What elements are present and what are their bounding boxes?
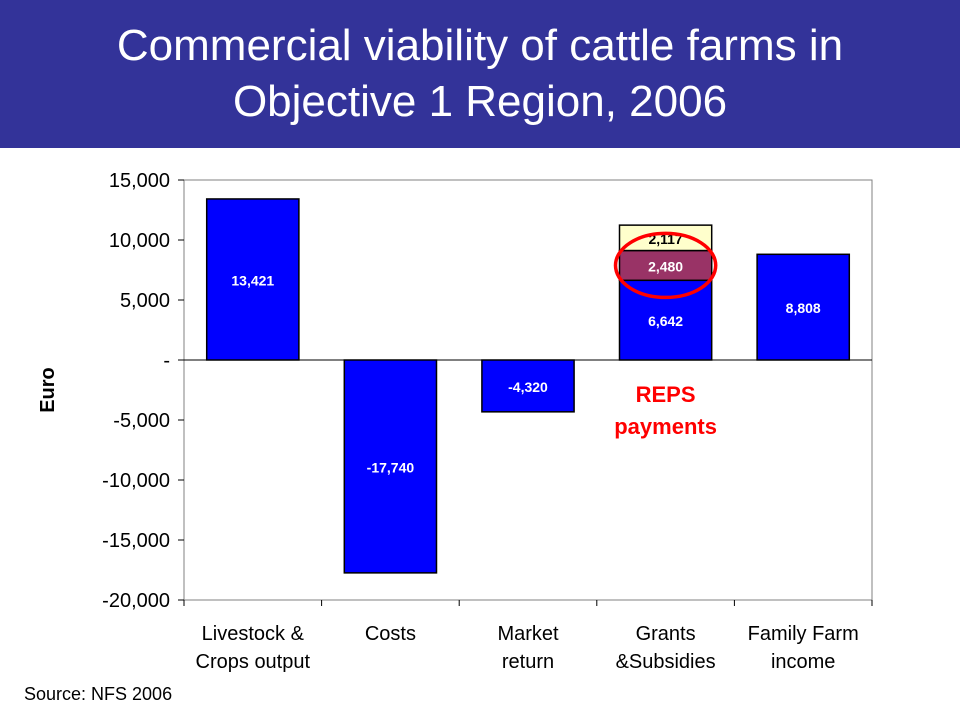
bar-segment bbox=[618, 249, 713, 282]
waterfall-chart: 15,000 10,000 5,000 - -5,000 -10,000 -15,000 -2… bbox=[37, 170, 873, 673]
source-note: Source: NFS 2006 bbox=[24, 684, 173, 704]
y-tick-label: -10,000 bbox=[102, 470, 170, 492]
plot-area bbox=[183, 179, 873, 601]
y-axis-label: Euro bbox=[37, 367, 59, 413]
x-category-label: income bbox=[771, 651, 835, 673]
bar-value-label: -4,320 bbox=[508, 379, 548, 395]
bar-value-label: 6,642 bbox=[648, 313, 683, 329]
bar-segment bbox=[756, 253, 851, 361]
bar-segment bbox=[618, 224, 713, 252]
reps-highlight-ellipse bbox=[613, 231, 718, 300]
bar-segment bbox=[205, 198, 300, 361]
x-category-label: return bbox=[502, 651, 554, 673]
y-tick-label: 5,000 bbox=[120, 290, 170, 312]
annotation-label: REPS bbox=[636, 382, 696, 407]
slide-title: Commercial viability of cattle farms in … bbox=[116, 21, 844, 126]
bar-segment bbox=[343, 359, 438, 574]
bar-segment bbox=[618, 279, 713, 361]
x-category-label: Livestock & bbox=[202, 623, 305, 645]
x-category-label: &Subsidies bbox=[616, 651, 716, 673]
y-tick-label: -20,000 bbox=[102, 590, 170, 612]
y-tick-label: - bbox=[163, 350, 170, 372]
bar-value-label: 8,808 bbox=[786, 300, 821, 316]
y-tick-label: -15,000 bbox=[102, 530, 170, 552]
x-category-label: Costs bbox=[365, 623, 416, 645]
x-category-label: Market bbox=[497, 623, 559, 645]
title-bar: Commercial viability of cattle farms in … bbox=[0, 0, 960, 148]
bar-segment bbox=[481, 359, 575, 413]
y-tick-label: 15,000 bbox=[109, 170, 170, 192]
x-category-label: Grants bbox=[636, 623, 696, 645]
x-category-label: Crops output bbox=[196, 651, 311, 673]
annotation-label: payments bbox=[614, 414, 717, 439]
y-tick-label: 10,000 bbox=[109, 230, 170, 252]
bar-value-label: -17,740 bbox=[367, 459, 415, 475]
x-category-label: Family Farm bbox=[748, 623, 859, 645]
bar-value-label: 2,480 bbox=[648, 258, 683, 274]
bar-value-label: 13,421 bbox=[231, 272, 274, 288]
y-tick-label: -5,000 bbox=[113, 410, 170, 432]
